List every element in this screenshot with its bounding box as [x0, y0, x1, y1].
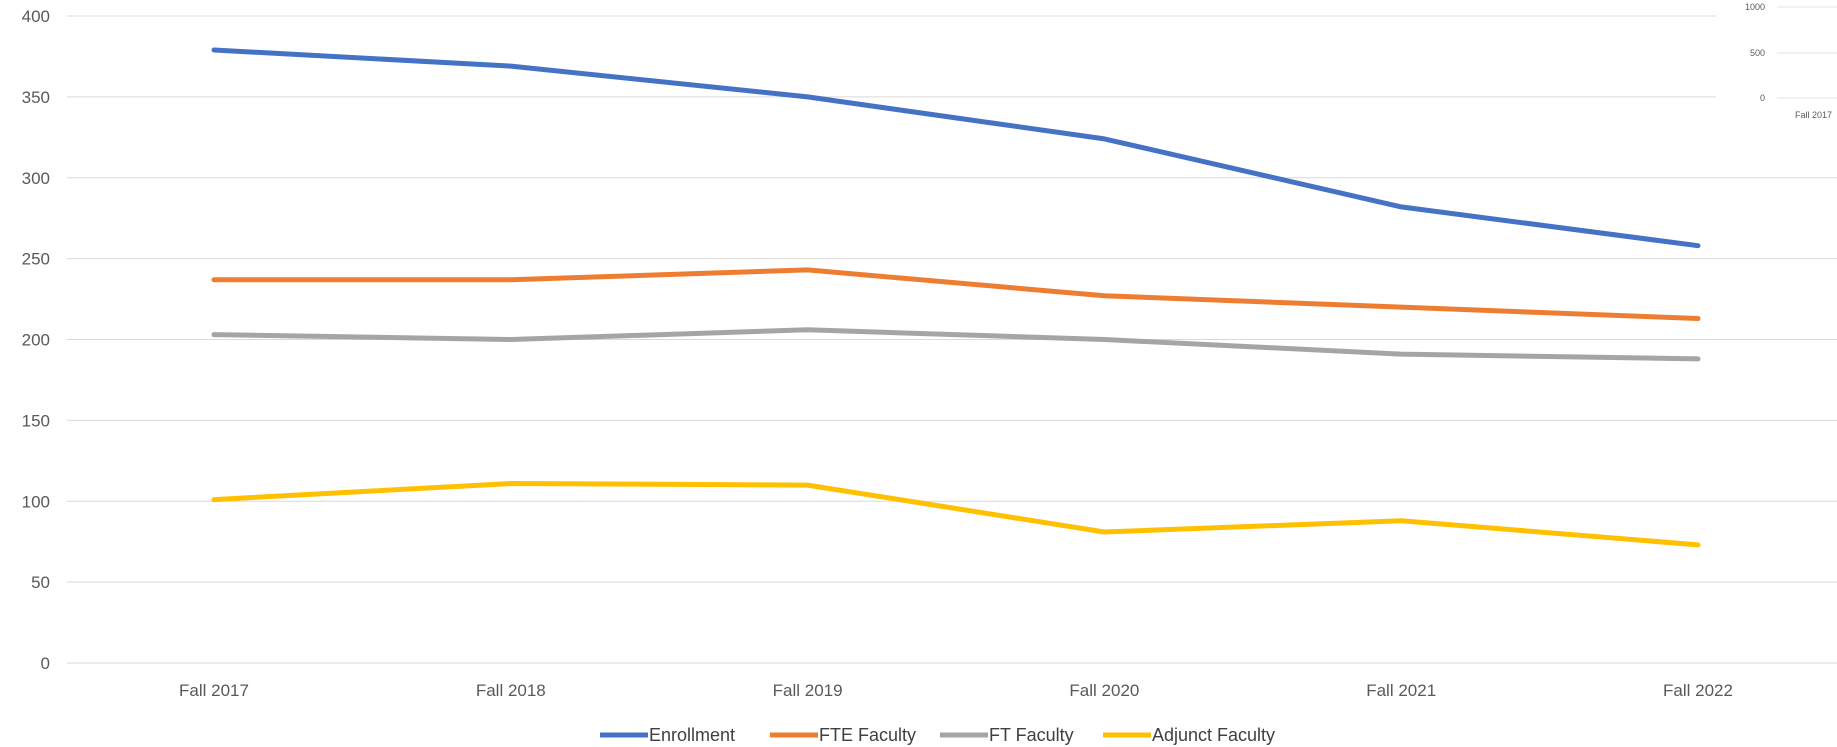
x-tick-label: Fall 2021 — [1366, 681, 1436, 700]
series-line-enrollment — [211, 47, 1701, 249]
y-tick-label: 250 — [22, 250, 50, 269]
series-lines — [211, 47, 1701, 548]
inset-x-tick-label: Fall 2017 — [1795, 110, 1832, 120]
y-tick-label: 400 — [22, 7, 50, 26]
series-line-fte-faculty — [211, 267, 1701, 321]
y-tick-label: 350 — [22, 88, 50, 107]
y-tick-label: 100 — [22, 492, 50, 511]
series-line-ft-faculty — [211, 327, 1701, 362]
x-tick-label: Fall 2017 — [179, 681, 249, 700]
inset-chart-fragment: 0 500 1000 Fall 2017 — [1716, 0, 1837, 130]
gridlines — [67, 15, 1837, 664]
y-tick-label: 50 — [31, 573, 50, 592]
legend-label: Enrollment — [649, 725, 735, 745]
legend-label: Adjunct Faculty — [1152, 725, 1275, 745]
inset-y-tick-label: 1000 — [1745, 2, 1765, 12]
legend-label: FTE Faculty — [819, 725, 916, 745]
x-tick-label: Fall 2022 — [1663, 681, 1733, 700]
legend: Enrollment FTE Faculty FT Faculty Adjunct F… — [600, 725, 1275, 745]
inset-y-tick-label: 0 — [1760, 93, 1765, 103]
x-tick-label: Fall 2018 — [476, 681, 546, 700]
series-line-adjunct-faculty — [211, 481, 1701, 548]
y-tick-label: 200 — [22, 331, 50, 350]
inset-background — [1716, 0, 1837, 130]
x-tick-label: Fall 2019 — [773, 681, 843, 700]
y-tick-label: 150 — [22, 411, 50, 430]
x-tick-label: Fall 2020 — [1069, 681, 1139, 700]
inset-y-tick-label: 500 — [1750, 48, 1765, 58]
x-axis-ticks: Fall 2017 Fall 2018 Fall 2019 Fall 2020 Fall… — [179, 681, 1733, 700]
y-axis-ticks: 0 50 100 150 200 250 300 350 400 — [22, 7, 50, 673]
y-tick-label: 0 — [41, 654, 50, 673]
legend-label: FT Faculty — [989, 725, 1074, 745]
y-tick-label: 300 — [22, 169, 50, 188]
